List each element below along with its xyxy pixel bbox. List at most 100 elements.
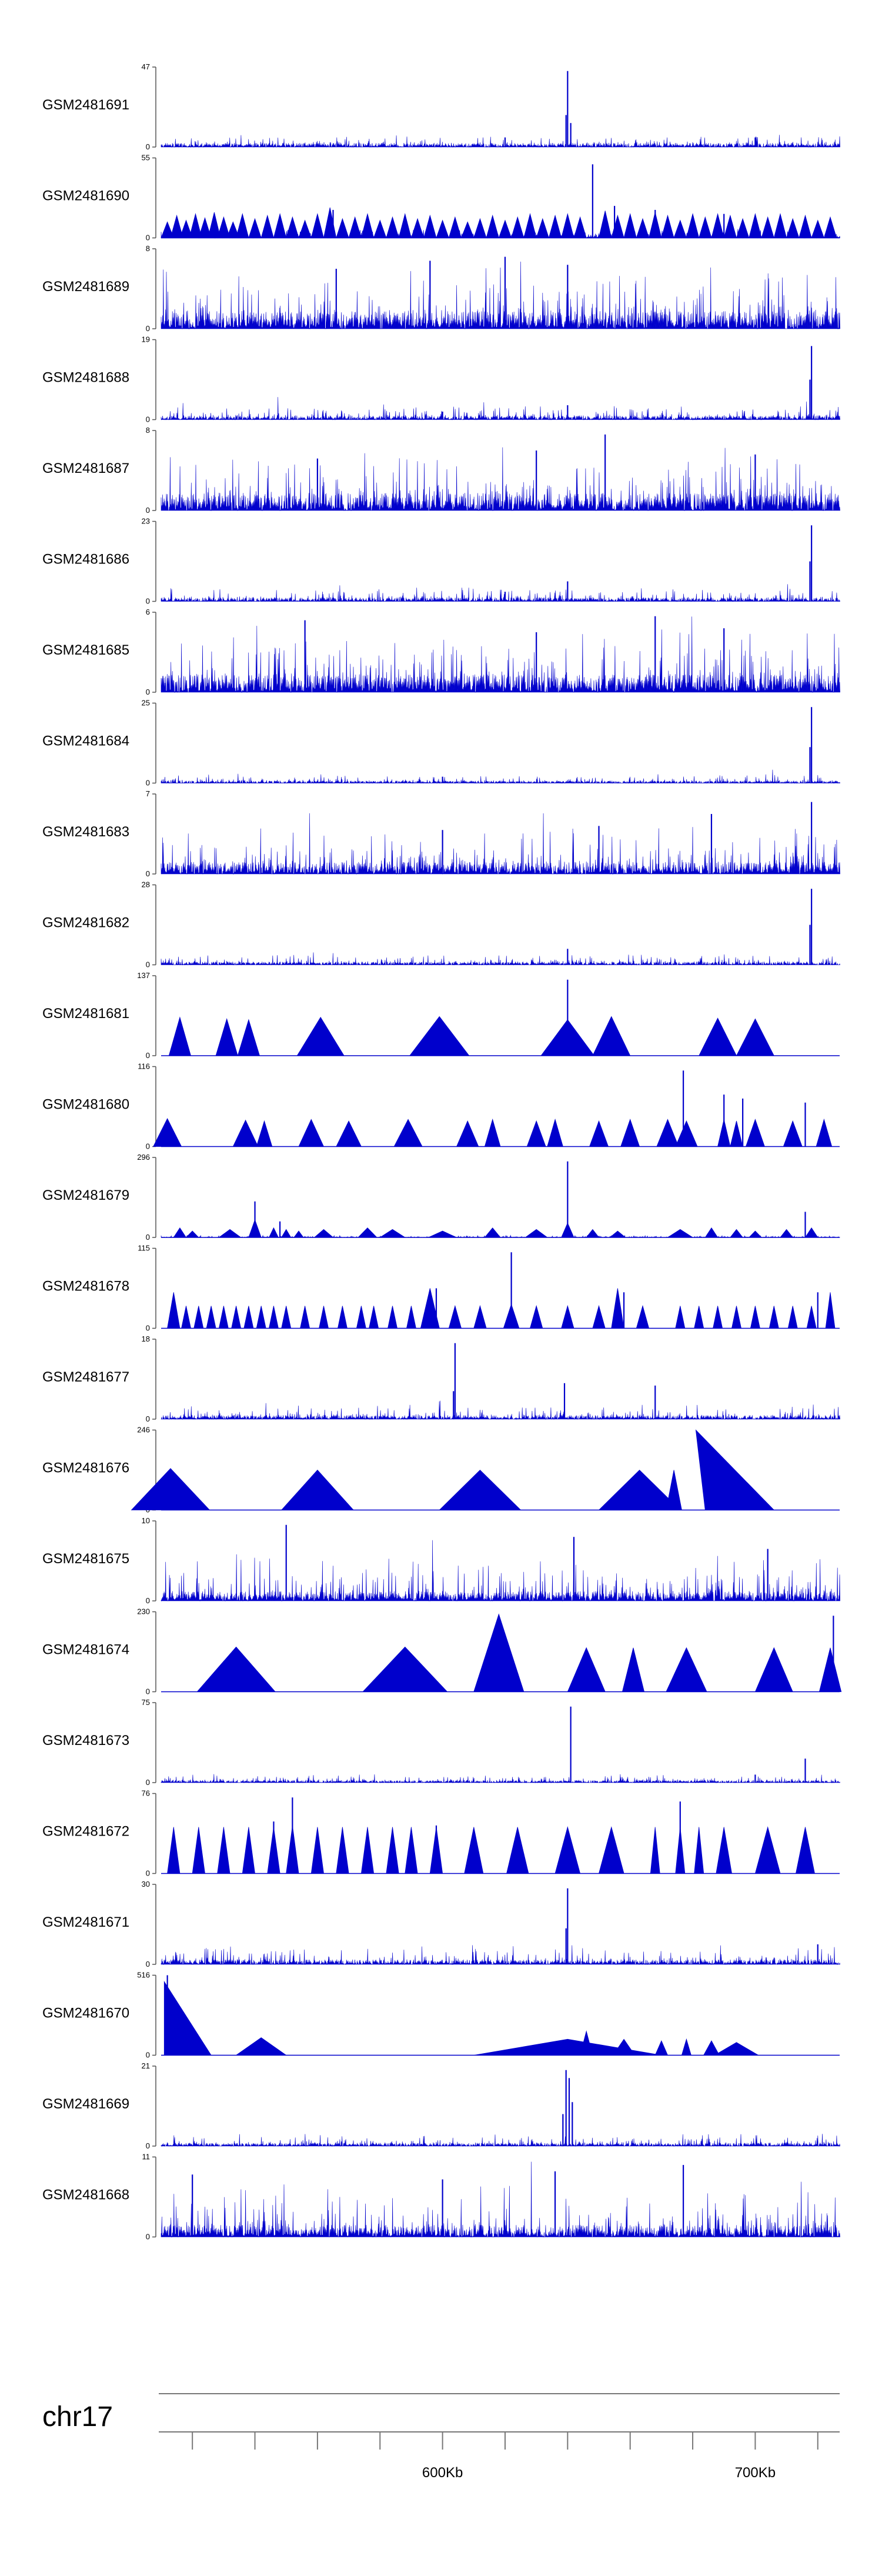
signal-block [598,211,612,238]
signal-block [386,1827,399,1874]
signal-block [360,1827,375,1874]
signal-block [699,216,712,238]
track-label: GSM2481668 [42,2187,129,2203]
signal-block [681,2038,691,2056]
signal-block [464,1827,484,1874]
signal-block [336,218,349,238]
signal-block [237,1019,260,1056]
signal-block [181,1306,191,1329]
track-GSM2481690: GSM2481690 55 0 [42,154,840,242]
track-label: GSM2481680 [42,1097,129,1113]
track-GSM2481668: GSM2481668 11 0 [42,2153,840,2241]
track-label: GSM2481687 [42,461,129,476]
signal-block [547,1118,563,1147]
signal-block [281,1229,292,1238]
signal-area [161,2134,840,2147]
signal-block [620,1119,640,1147]
track-label: GSM2481675 [42,1551,129,1567]
signal-block [816,1118,833,1147]
signal-area [161,1945,840,1966]
signal-area [161,261,840,330]
ymin-label: 0 [146,1687,150,1696]
signal-block [818,1647,842,1692]
signal-block [256,1306,266,1329]
track-GSM2481671: GSM2481671 30 0 [42,1880,840,1968]
signal-block [526,1120,546,1147]
signal-block [193,1306,204,1329]
ymin-label: 0 [146,2233,150,2241]
signal-block [704,1227,719,1238]
track-label: GSM2481685 [42,642,129,658]
signal-block [780,1229,794,1238]
signal-block [423,214,437,238]
signal-block [675,1120,698,1147]
ymin-label: 0 [146,869,150,878]
signal-block [393,1119,423,1147]
ymax-label: 8 [146,426,150,435]
ymin-label: 0 [146,2051,150,2060]
ymax-label: 18 [142,1334,150,1343]
ymin-label: 0 [146,1596,150,1605]
ymax-label: 10 [142,1516,150,1525]
signal-block [173,1227,187,1238]
signal-block [196,1646,276,1692]
track-label: GSM2481678 [42,1279,129,1294]
track-label: GSM2481684 [42,733,129,749]
ymax-label: 8 [146,244,150,253]
signal-block [748,1230,763,1238]
ymin-label: 0 [146,1778,150,1787]
track-GSM2481684: GSM2481684 25 0 [42,699,841,788]
signal-block [473,1304,487,1329]
signal-block [338,1306,348,1329]
signal-block [811,219,824,238]
signal-block [511,216,524,238]
ymax-label: 21 [142,2061,150,2070]
signal-block [406,1306,416,1329]
signal-block [473,218,487,238]
signal-block [369,1306,379,1329]
signal-block [589,1120,609,1147]
signal-block [654,2040,669,2056]
ymax-label: 296 [137,1153,150,1162]
signal-block [439,1469,522,1510]
signal-block [473,1613,524,1692]
signal-area [161,769,841,784]
signal-block [313,1229,334,1238]
ymin-label: 0 [146,1051,150,1060]
ymax-label: 137 [137,971,150,980]
signal-block [730,1120,743,1147]
ruler-tick-label: 700Kb [735,2465,776,2481]
signal-block [231,1306,242,1329]
signal-block [666,1647,707,1692]
signal-block [280,1469,354,1510]
signal-block [825,1292,836,1329]
signal-block [348,216,362,238]
ymax-label: 516 [137,1971,150,1980]
track-label: GSM2481690 [42,188,129,204]
signal-area [161,1400,840,1420]
signal-block [787,1306,798,1329]
track-GSM2481691: GSM2481691 47 0 [42,62,840,151]
signal-block [713,2042,760,2056]
signal-block [336,1120,362,1147]
signal-block [736,1018,774,1056]
signal-block [622,1647,645,1692]
track-GSM2481685: GSM2481685 6 0 [42,608,840,696]
signal-block [269,1306,279,1329]
track-GSM2481689: GSM2481689 8 0 [42,244,840,333]
signal-block [703,2040,720,2056]
signal-block [823,216,837,238]
ymax-label: 115 [138,1244,150,1253]
signal-area [161,397,840,421]
ymax-label: 246 [137,1426,150,1434]
signal-block [232,1119,259,1147]
ymin-label: 0 [146,597,150,606]
signal-block [611,214,624,238]
track-label: GSM2481688 [42,370,129,386]
signal-block [675,1306,686,1329]
signal-block [636,218,650,238]
signal-block [745,1119,765,1147]
signal-block [609,1230,626,1238]
track-GSM2481679: GSM2481679 296 0 [42,1153,840,1242]
